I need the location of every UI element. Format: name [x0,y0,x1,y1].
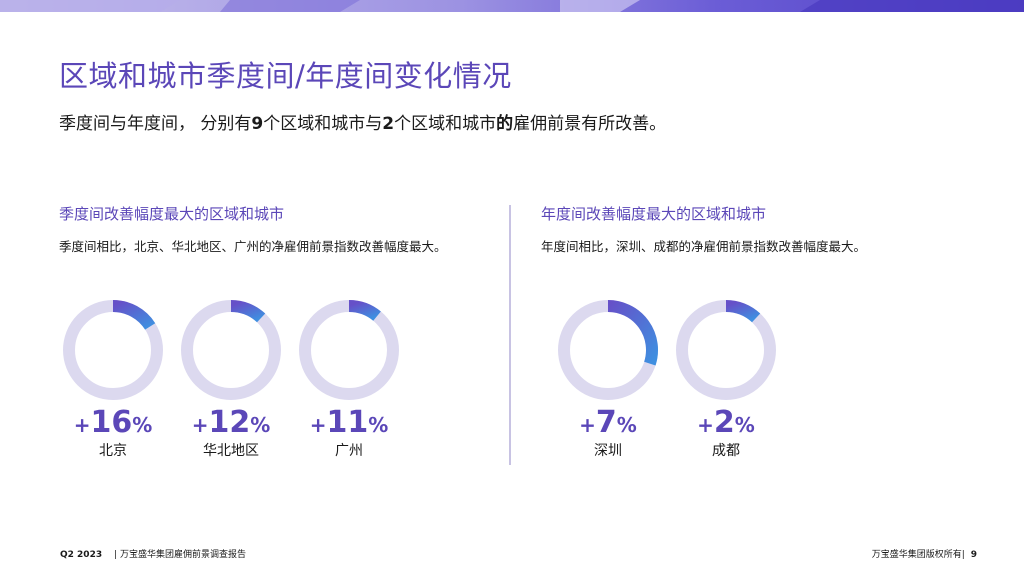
subtitle-text-1: 季度间与年度间， 分别有 [59,114,252,134]
donut-chart-north-china [181,300,281,400]
donut-arc [725,300,761,323]
yearly-section-text: 年度间相比，深圳、成都的净雇佣前景指数改善幅度最大。 [541,239,867,254]
page-subtitle: 季度间与年度间， 分别有9个区域和城市与2个区域和城市的雇佣前景有所改善。 [59,109,666,134]
city-label-chengdu: 成都 [712,443,740,459]
quarterly-section: 季度间改善幅度最大的区域和城市 季度间相比，北京、华北地区、广州的净雇佣前景指数… [59,203,479,256]
city-label-shenzhen: 深圳 [594,443,622,459]
donut-arc [348,300,381,321]
footer-report-name: 万宝盛华集团雇佣前景调查报告 [120,550,247,560]
change-value-chengdu: +2% [697,405,755,440]
page-title: 区域和城市季度间/年度间变化情况 [59,59,512,93]
donut-item-chengdu: +2% 成都 [671,298,781,460]
subtitle-count-quarterly: 9 [251,114,264,134]
donut-track [676,300,776,400]
subtitle-text-4: 的 [496,114,514,134]
quarterly-section-title: 季度间改善幅度最大的区域和城市 [59,205,285,223]
donut-chart-shenzhen [558,300,658,400]
donut-item-north-china: +12% 华北地区 [176,298,286,460]
yearly-section: 年度间改善幅度最大的区域和城市 年度间相比，深圳、成都的净雇佣前景指数改善幅度最… [541,203,981,256]
donut-chart-chengdu [676,300,776,400]
yearly-section-title: 年度间改善幅度最大的区域和城市 [541,205,767,223]
donut-arc [230,300,266,323]
footer-copyright: 万宝盛华集团版权所有| 9 [872,547,977,560]
donut-item-beijing: +16% 北京 [58,298,168,460]
subtitle-text-3: 个区域和城市 [394,114,497,134]
quarterly-section-text: 季度间相比，北京、华北地区、广州的净雇佣前景指数改善幅度最大。 [59,239,447,254]
city-label-north-china: 华北地区 [203,443,259,459]
change-value-guangzhou: +11% [309,405,389,440]
top-decorative-band [0,0,1024,12]
section-divider [509,205,511,465]
donut-arc [112,300,156,330]
donut-arc [607,300,658,366]
footer-quarter: Q2 2023 [60,550,103,560]
subtitle-count-yearly: 2 [382,114,395,134]
page-number: 9 [970,550,977,560]
donut-chart-beijing [63,300,163,400]
donut-track [181,300,281,400]
city-label-guangzhou: 广州 [335,443,363,459]
subtitle-text-2: 个区域和城市与 [263,114,383,134]
change-value-north-china: +12% [191,405,271,440]
change-value-beijing: +16% [73,405,153,440]
donut-item-shenzhen: +7% 深圳 [553,298,663,460]
change-value-shenzhen: +7% [579,405,637,440]
city-label-beijing: 北京 [99,443,127,459]
donut-track [299,300,399,400]
footer-separator: | [114,550,118,560]
footer-report-info: Q2 2023 | 万宝盛华集团雇佣前景调查报告 [60,547,246,560]
donut-chart-guangzhou [299,300,399,400]
footer-copyright-text: 万宝盛华集团版权所有| [871,550,965,560]
donut-item-guangzhou: +11% 广州 [294,298,404,460]
subtitle-text-5: 雇佣前景有所改善。 [513,114,667,134]
